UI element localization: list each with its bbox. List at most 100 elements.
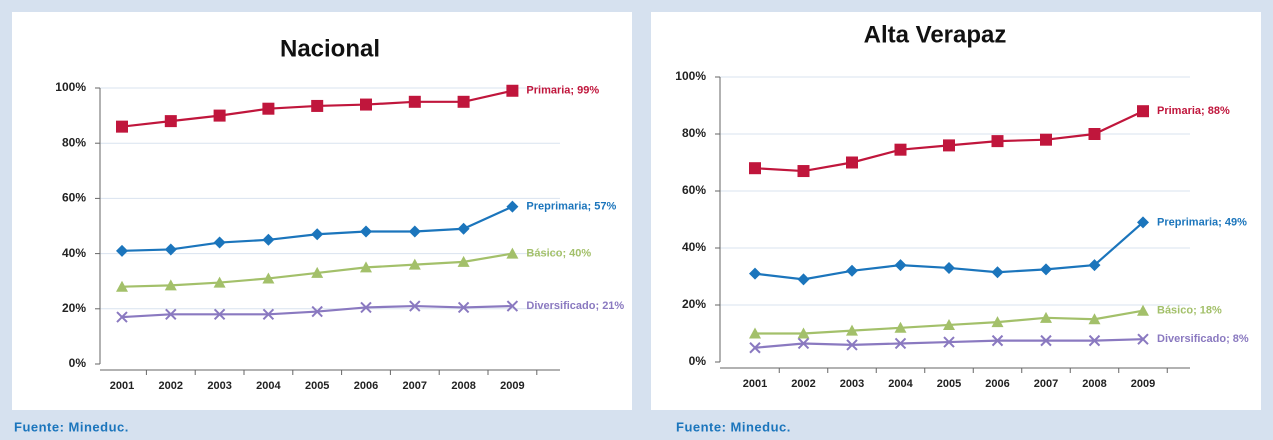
y-tick-label: 0%: [69, 356, 87, 370]
x-tick-label: 2007: [1034, 378, 1058, 390]
marker: [213, 236, 226, 249]
marker: [164, 115, 177, 128]
marker: [846, 264, 858, 277]
marker: [116, 244, 128, 257]
x-tick-label: 2001: [743, 378, 767, 390]
x-tick-label: 2005: [937, 378, 961, 390]
marker: [457, 255, 470, 267]
marker: [894, 321, 907, 333]
marker: [1040, 334, 1052, 347]
x-tick-label: 2005: [305, 380, 329, 392]
x-tick-label: 2008: [1082, 378, 1106, 390]
data-label: Primaria; 88%: [1157, 105, 1230, 117]
y-tick-label: 60%: [62, 191, 86, 205]
y-tick-label: 20%: [682, 297, 706, 311]
marker: [360, 301, 372, 314]
marker: [311, 99, 324, 112]
marker: [1040, 133, 1052, 146]
marker: [506, 247, 519, 259]
marker: [1088, 334, 1101, 347]
marker: [991, 334, 1004, 347]
marker: [894, 337, 907, 350]
marker: [360, 225, 372, 238]
marker: [164, 243, 177, 256]
marker: [408, 95, 421, 108]
marker: [409, 300, 421, 312]
x-tick-label: 2006: [354, 380, 378, 392]
marker: [1040, 263, 1052, 276]
marker: [213, 109, 226, 122]
y-tick-label: 20%: [62, 301, 86, 315]
data-label: Diversificado; 8%: [1157, 333, 1249, 345]
x-tick-label: 2003: [207, 380, 231, 392]
marker: [262, 102, 275, 115]
y-tick-label: 60%: [682, 183, 706, 197]
x-tick-label: 2004: [888, 378, 913, 390]
marker: [1137, 216, 1149, 229]
marker: [749, 162, 761, 175]
marker: [116, 311, 128, 323]
x-tick-label: 2006: [985, 378, 1009, 390]
x-tick-label: 2009: [1131, 378, 1155, 390]
marker: [408, 225, 421, 238]
marker: [164, 279, 177, 291]
data-label: Preprimaria; 49%: [1157, 216, 1247, 228]
marker: [213, 276, 226, 288]
data-label: Básico; 40%: [526, 248, 591, 260]
marker: [894, 143, 907, 156]
marker: [360, 98, 372, 111]
panel: [12, 12, 632, 410]
x-tick-label: 2002: [159, 380, 183, 392]
marker: [943, 336, 955, 348]
panel: [651, 12, 1261, 410]
chart-title: Alta Verapaz: [864, 21, 1007, 48]
marker: [457, 95, 470, 108]
marker: [506, 84, 519, 97]
data-label: Preprimaria; 57%: [526, 201, 616, 213]
marker: [797, 273, 810, 286]
source: Fuente: Mineduc.: [676, 419, 791, 434]
marker: [457, 222, 470, 235]
x-tick-label: 2008: [451, 380, 475, 392]
marker: [506, 200, 519, 213]
marker: [991, 266, 1004, 279]
marker: [846, 156, 858, 169]
marker: [457, 301, 470, 314]
x-tick-label: 2004: [256, 380, 281, 392]
marker: [1088, 259, 1101, 272]
marker: [1137, 304, 1149, 316]
marker: [311, 266, 324, 278]
marker: [262, 272, 275, 284]
x-tick-label: 2001: [110, 380, 134, 392]
x-tick-label: 2002: [791, 378, 815, 390]
marker: [1088, 313, 1101, 325]
marker: [165, 308, 177, 321]
data-label: Básico; 18%: [1157, 305, 1222, 317]
data-label: Diversificado; 21%: [526, 300, 624, 312]
marker: [749, 342, 761, 354]
marker: [408, 258, 421, 270]
marker: [991, 316, 1004, 328]
marker: [943, 261, 955, 274]
y-tick-label: 40%: [62, 246, 86, 260]
y-tick-label: 40%: [682, 240, 706, 254]
marker: [1088, 128, 1101, 140]
marker: [797, 165, 810, 178]
marker: [846, 324, 858, 336]
marker: [749, 267, 761, 280]
y-tick-label: 0%: [689, 354, 707, 368]
marker: [506, 300, 519, 312]
marker: [1137, 333, 1149, 345]
data-label: Primaria; 99%: [526, 85, 599, 97]
marker: [797, 337, 810, 350]
marker: [797, 327, 810, 339]
marker: [943, 139, 955, 152]
marker: [262, 308, 275, 321]
y-tick-label: 100%: [675, 69, 706, 83]
x-tick-label: 2003: [840, 378, 864, 390]
marker: [311, 305, 323, 318]
marker: [262, 233, 275, 246]
y-tick-label: 100%: [55, 80, 86, 94]
